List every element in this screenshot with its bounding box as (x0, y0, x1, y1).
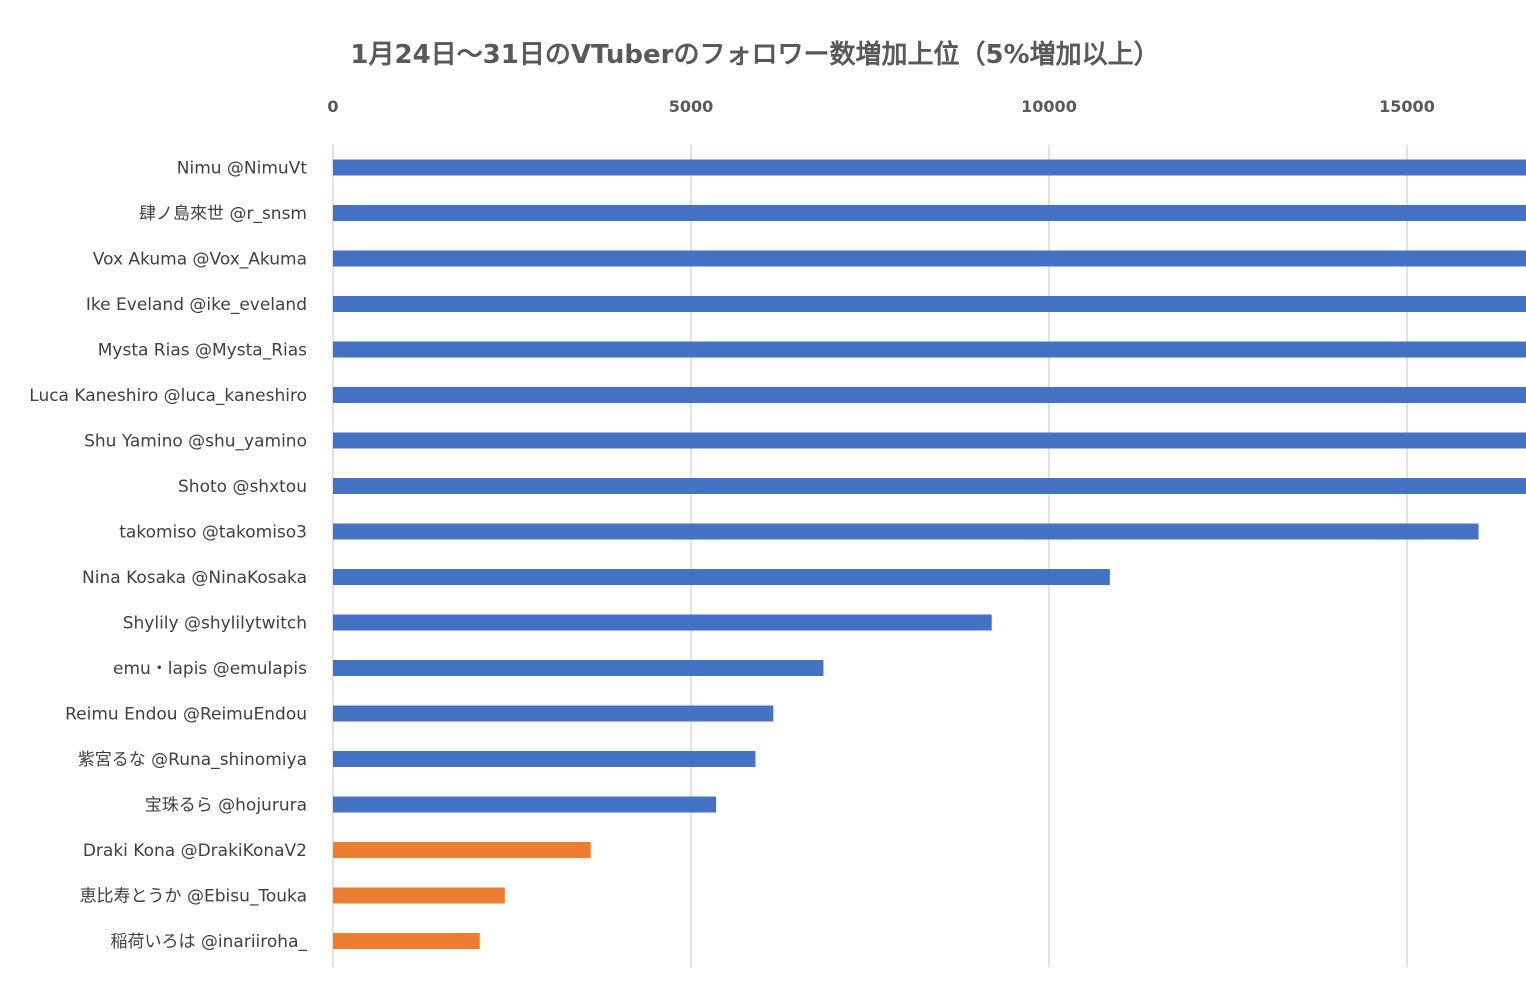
bars (333, 159, 1526, 949)
category-label: emu・lapis @emulapis (113, 659, 307, 679)
bar (333, 842, 591, 858)
category-label: 宝珠るら @hojurura (145, 796, 307, 816)
category-label: Shylily @shylilytwitch (123, 614, 307, 634)
bar (333, 614, 992, 631)
category-label: Ike Eveland @ike_eveland (86, 295, 307, 315)
category-label: 稲荷いろは @inariiroha_ (111, 932, 308, 952)
bar (333, 250, 1526, 267)
bar (333, 887, 505, 904)
x-axis-ticks: 050001000015000200002500030000 (327, 97, 1435, 116)
gridlines (332, 145, 1408, 967)
bar (333, 705, 774, 722)
bar (333, 660, 824, 676)
bar (333, 387, 1526, 403)
bar (333, 159, 1526, 176)
x-tick-label: 0 (327, 97, 338, 116)
bar (333, 523, 1479, 540)
category-label: Shoto @shxtou (178, 477, 307, 497)
x-tick-label: 10000 (1021, 97, 1077, 116)
x-tick-label: 5000 (669, 97, 714, 116)
bar (333, 296, 1526, 312)
x-tick-label: 15000 (1379, 97, 1435, 116)
category-label: Mysta Rias @Mysta_Rias (98, 341, 307, 361)
bar (333, 796, 717, 813)
chart-title: 1月24日〜31日のVTuberのフォロワー数増加上位（5%増加以上） (350, 39, 1159, 70)
category-label: Shu Yamino @shu_yamino (84, 432, 307, 452)
category-label: Nimu @NimuVt (177, 159, 308, 179)
category-label: Nina Kosaka @NinaKosaka (82, 568, 307, 588)
bar (333, 205, 1526, 221)
category-labels: Nimu @NimuVt 肆ノ島來世 @r_snsm Vox Akuma @Vox_… (29, 159, 307, 953)
category-label: Draki Kona @DrakiKonaV2 (83, 841, 307, 861)
bar (333, 478, 1526, 494)
bar (333, 751, 756, 767)
bar (333, 569, 1110, 585)
bar (333, 432, 1526, 449)
category-label: 肆ノ島來世 @r_snsm (139, 204, 307, 224)
bar (333, 341, 1526, 358)
bar (333, 933, 480, 949)
category-label: 紫宮るな @Runa_shinomiya (78, 750, 307, 770)
category-label: Reimu Endou @ReimuEndou (65, 705, 307, 725)
category-label: takomiso @takomiso3 (119, 523, 307, 543)
category-label: Vox Akuma @Vox_Akuma (93, 250, 307, 270)
category-label: Luca Kaneshiro @luca_kaneshiro (29, 386, 307, 406)
category-label: 恵比寿とうか @Ebisu_Touka (80, 887, 307, 907)
